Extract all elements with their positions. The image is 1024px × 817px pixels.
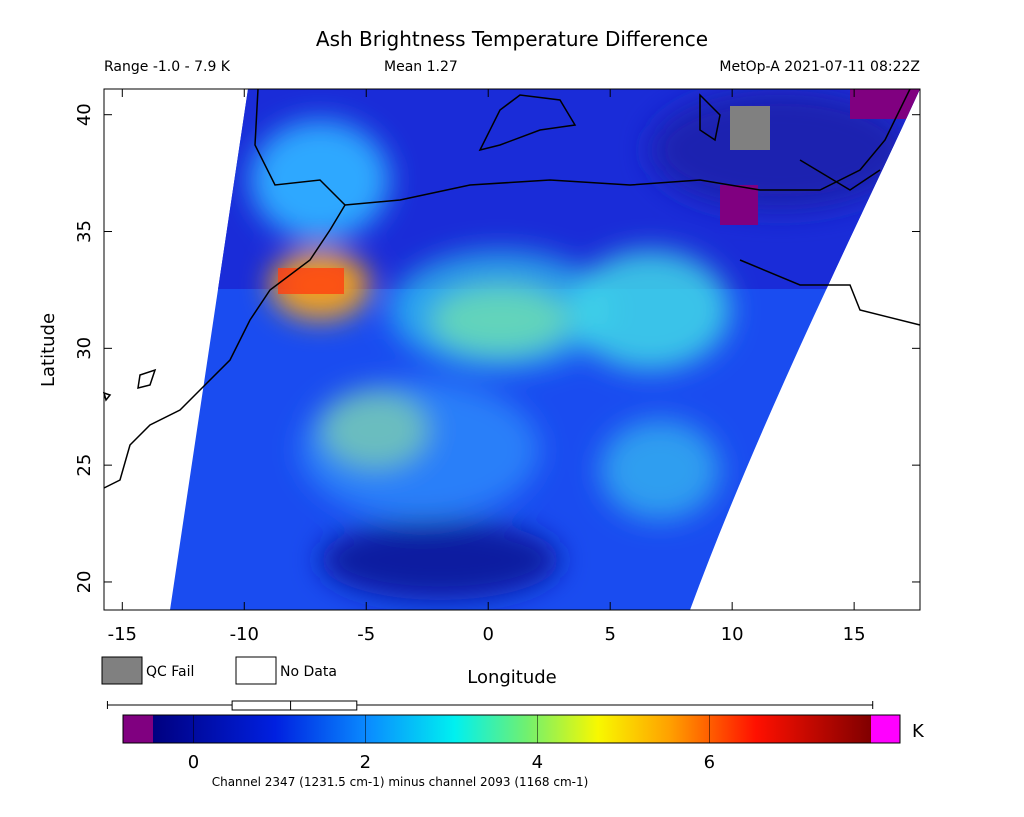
- swath-image: [170, 89, 920, 610]
- box: [231, 700, 358, 711]
- coastlines: [102, 88, 921, 489]
- colorbar-tick-label: 6: [704, 752, 715, 773]
- colorbar-tick-label: 4: [532, 752, 543, 773]
- y-tick-label: 25: [74, 454, 95, 477]
- satellite-label: MetOp-A 2021-07-11 08:22Z: [719, 59, 920, 75]
- x-tick-label: 0: [482, 624, 493, 645]
- mean-label: Mean 1.27: [384, 59, 458, 75]
- qc-fail-swatch: [101, 656, 143, 685]
- colorbar: [153, 715, 871, 743]
- y-tick-label: 40: [74, 103, 95, 126]
- caption: Channel 2347 (1231.5 cm-1) minus channel…: [212, 775, 589, 789]
- range-label: Range -1.0 - 7.9 K: [104, 59, 231, 75]
- over-cap: [871, 715, 900, 743]
- colorbar-tick-label: 0: [188, 752, 199, 773]
- y-tick-label: 20: [74, 571, 95, 594]
- plot-frame: [103, 88, 921, 611]
- under-cap: [123, 715, 153, 743]
- no-data-swatch: [235, 656, 277, 685]
- x-tick-label: 15: [843, 624, 866, 645]
- colorbar-tick-label: 2: [360, 752, 371, 773]
- x-tick-label: 10: [721, 624, 744, 645]
- title: Ash Brightness Temperature Difference: [316, 27, 708, 51]
- colorbar-frame: [122, 714, 901, 744]
- x-axis-label: Longitude: [467, 667, 557, 688]
- legend-label: QC Fail: [146, 664, 194, 680]
- x-tick-label: -10: [230, 624, 259, 645]
- x-tick-label: 5: [604, 624, 615, 645]
- legend-label: No Data: [280, 664, 337, 680]
- x-tick-label: -15: [108, 624, 137, 645]
- y-axis-label: Latitude: [38, 313, 59, 387]
- y-tick-label: 30: [74, 337, 95, 360]
- x-tick-label: -5: [357, 624, 375, 645]
- y-tick-label: 35: [74, 220, 95, 243]
- colorbar-unit: K: [912, 721, 925, 742]
